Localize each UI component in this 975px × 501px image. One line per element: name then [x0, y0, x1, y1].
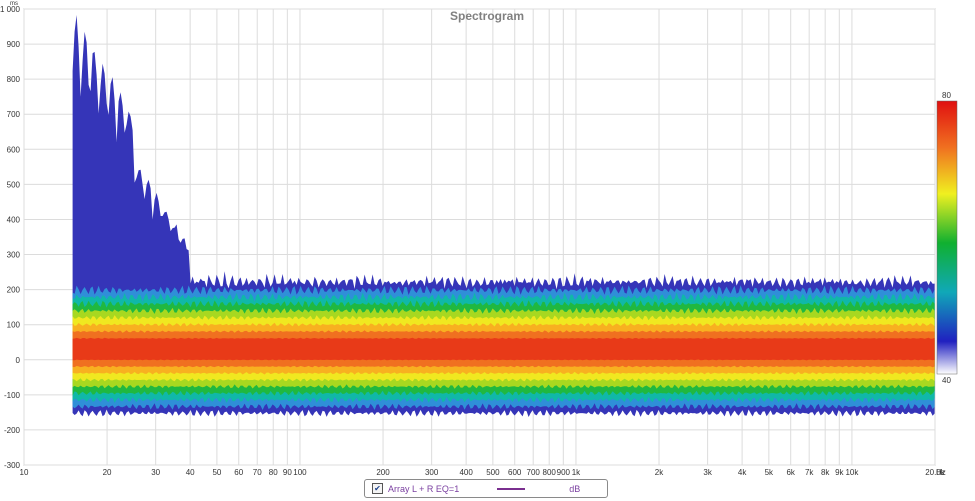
x-tick-label: 500	[486, 468, 500, 477]
y-tick-label: 700	[7, 110, 21, 119]
x-tick-label: 90	[283, 468, 292, 477]
y-tick-label: 800	[7, 75, 21, 84]
x-tick-label: 80	[269, 468, 278, 477]
spectrogram-heatmap	[72, 15, 935, 417]
y-tick-label: 900	[7, 40, 21, 49]
x-tick-label: 8k	[821, 468, 830, 477]
x-tick-label: 4k	[738, 468, 747, 477]
x-tick-label: 200	[376, 468, 390, 477]
x-tick-label: 5k	[765, 468, 774, 477]
y-tick-label: -300	[4, 461, 21, 470]
x-tick-label: 50	[212, 468, 221, 477]
x-tick-label: 60	[234, 468, 243, 477]
x-tick-label: 700	[527, 468, 541, 477]
x-tick-label: 900	[557, 468, 571, 477]
x-tick-label: 20	[103, 468, 112, 477]
x-unit-label: Hz	[936, 468, 946, 477]
y-tick-label: 1 000	[0, 5, 21, 14]
x-tick-label: 30	[151, 468, 160, 477]
series-checkbox[interactable]: ✔	[372, 483, 383, 494]
x-tick-label: 20.0k	[925, 468, 946, 477]
x-tick-label: 300	[425, 468, 439, 477]
x-tick-label: 800	[543, 468, 557, 477]
y-tick-label: 0	[16, 356, 21, 365]
series-color-swatch	[497, 487, 526, 490]
series-unit-label: dB	[569, 483, 581, 494]
x-tick-label: 9k	[835, 468, 844, 477]
y-tick-label: 200	[7, 286, 21, 295]
y-tick-label: 300	[7, 251, 21, 260]
x-tick-label: 6k	[786, 468, 795, 477]
y-tick-label: -100	[4, 391, 21, 400]
x-tick-label: 3k	[703, 468, 712, 477]
chart-title: Spectrogram	[450, 9, 524, 23]
colorbar-min-label: 40	[942, 376, 951, 385]
y-axis: 1 0009008007006005004003002001000-100-20…	[0, 5, 21, 470]
colorbar-scale	[936, 100, 958, 375]
x-tick-label: 100	[293, 468, 307, 477]
x-tick-label: 400	[459, 468, 473, 477]
colorbar: 80 40	[936, 91, 958, 385]
x-tick-label: 10	[20, 468, 29, 477]
y-tick-label: -200	[4, 426, 21, 435]
x-tick-label: 70	[253, 468, 262, 477]
legend: ✔ Array L + R EQ=1 dB	[364, 479, 608, 498]
y-tick-label: 500	[7, 180, 21, 189]
x-tick-label: 600	[508, 468, 522, 477]
x-tick-label: 10k	[845, 468, 859, 477]
x-tick-label: 40	[186, 468, 195, 477]
y-tick-label: 400	[7, 215, 21, 224]
x-tick-label: 2k	[655, 468, 664, 477]
colorbar-max-label: 80	[942, 91, 951, 100]
x-tick-label: 7k	[805, 468, 814, 477]
y-tick-label: 100	[7, 321, 21, 330]
x-tick-label: 1k	[572, 468, 581, 477]
series-name: Array L + R EQ=1	[388, 483, 460, 494]
y-tick-label: 600	[7, 145, 21, 154]
heat-band-9	[72, 337, 935, 361]
x-axis: 10 20 30 40 50 60 70 80 90 100 200 300 400 500 600 700 8…	[20, 468, 946, 477]
y-unit-label: ms	[10, 1, 18, 7]
